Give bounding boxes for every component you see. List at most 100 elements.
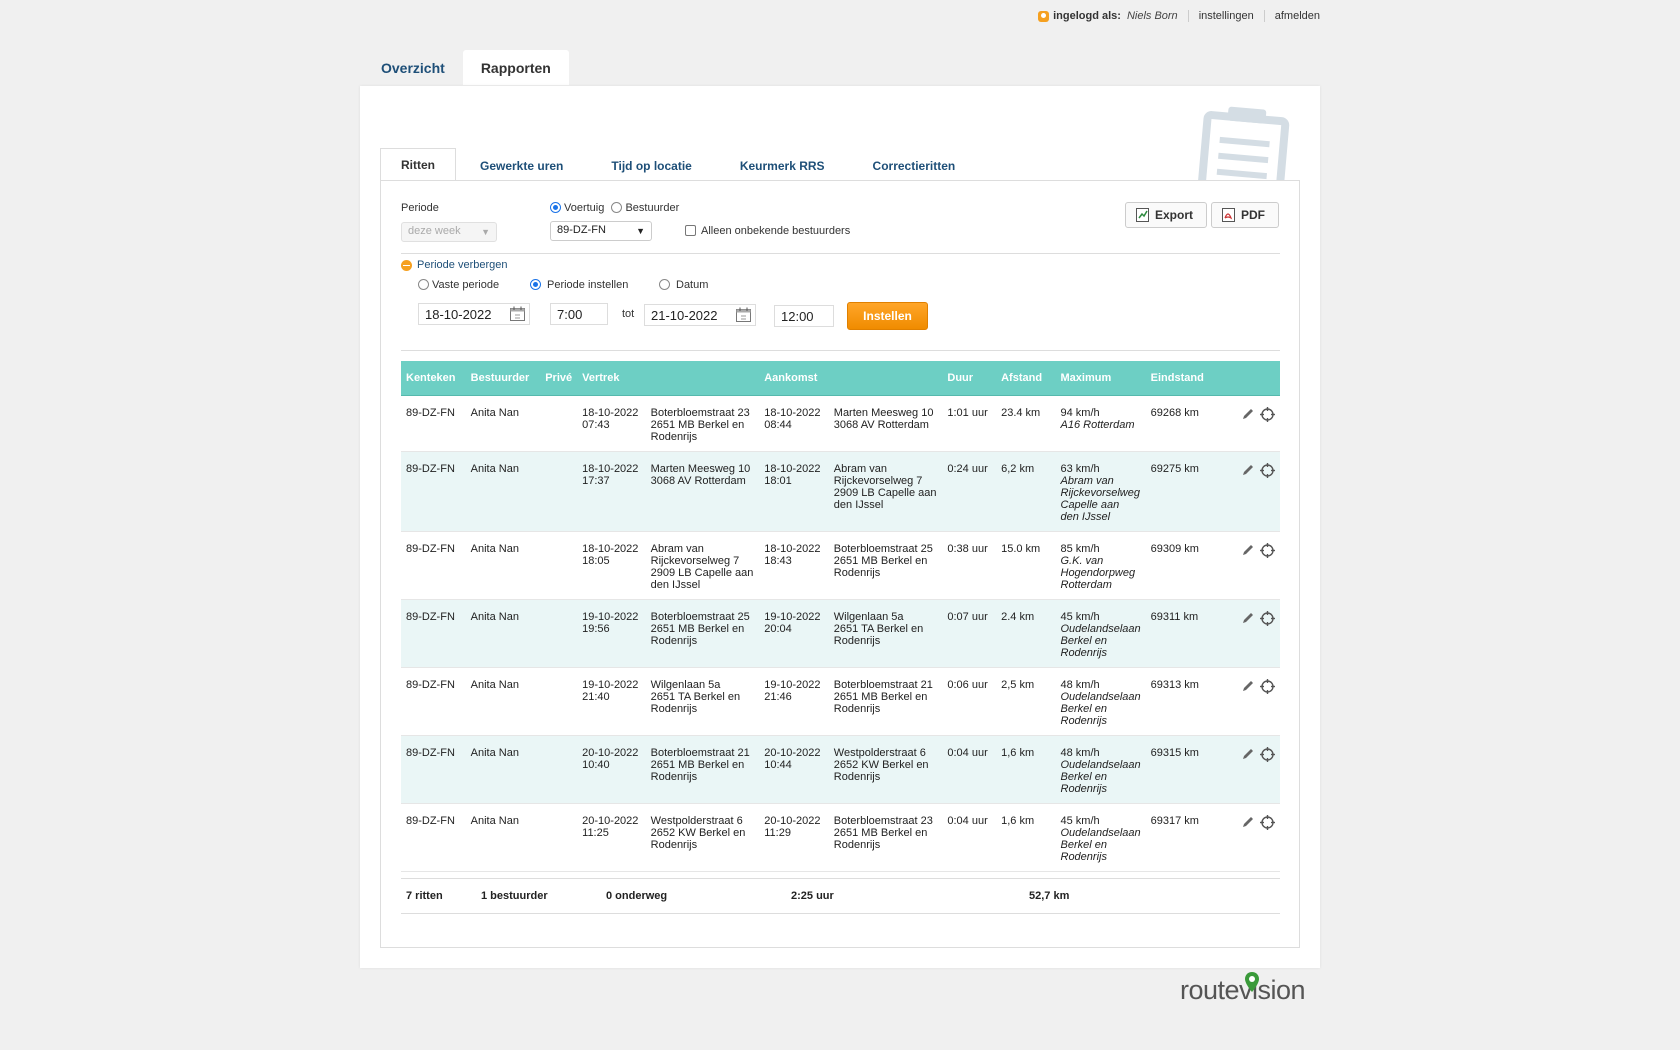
summary-trips: 7 ritten bbox=[406, 890, 443, 902]
crosshair-icon[interactable] bbox=[1260, 463, 1275, 481]
col-afstand[interactable]: Afstand bbox=[996, 361, 1056, 396]
edit-pencil-icon[interactable] bbox=[1241, 747, 1255, 764]
driver-cell: Anita Nan bbox=[465, 451, 541, 532]
col-prive[interactable]: Privé bbox=[540, 361, 578, 396]
max-speed-cell: 94 km/h A16 Rotterdam bbox=[1055, 395, 1146, 452]
col-eindstand[interactable]: Eindstand bbox=[1145, 361, 1234, 396]
calendar-icon[interactable] bbox=[510, 306, 525, 324]
private-cell bbox=[540, 735, 578, 804]
tab-rapporten[interactable]: Rapporten bbox=[462, 50, 569, 85]
arrival-date: 18-10-2022 bbox=[764, 407, 821, 419]
from-date-input[interactable]: 18-10-2022 bbox=[418, 303, 530, 325]
table-row[interactable]: 89-DZ-FN Anita Nan 20-10-2022 11:25 Westp… bbox=[401, 803, 1280, 872]
max-speed: 45 km/h bbox=[1060, 611, 1100, 623]
tab-overzicht[interactable]: Overzicht bbox=[381, 60, 445, 76]
address-line: Boterbloemstraat 25 bbox=[833, 543, 933, 555]
crosshair-icon[interactable] bbox=[1260, 611, 1275, 629]
apply-button[interactable]: Instellen bbox=[847, 302, 928, 330]
col-kenteken[interactable]: Kenteken bbox=[401, 361, 466, 396]
odometer-cell: 69313 km bbox=[1145, 667, 1234, 736]
address-line: 2651 MB Berkel en bbox=[833, 827, 928, 839]
table-row[interactable]: 89-DZ-FN Anita Nan 18-10-2022 07:43 Boter… bbox=[401, 395, 1280, 452]
tab-correctieritten[interactable]: Correctieritten bbox=[872, 159, 956, 173]
max-speed: 63 km/h bbox=[1060, 463, 1100, 475]
max-location: Oudelandselaan bbox=[1060, 623, 1141, 635]
tab-keurmerk-rrs[interactable]: Keurmerk RRS bbox=[739, 159, 825, 173]
crosshair-icon[interactable] bbox=[1260, 747, 1275, 765]
edit-pencil-icon[interactable] bbox=[1241, 679, 1255, 696]
departure-address-cell: Westpolderstraat 6 2652 KW Berkel en Roden… bbox=[645, 803, 760, 872]
date-radio[interactable] bbox=[659, 279, 670, 290]
departure-date: 18-10-2022 bbox=[582, 407, 639, 419]
vehicle-select[interactable]: 89-DZ-FN ▼ bbox=[550, 221, 652, 241]
address-line: 2651 MB Berkel en bbox=[650, 623, 745, 635]
plate-cell: 89-DZ-FN bbox=[401, 451, 466, 532]
duration-cell: 0:04 uur bbox=[942, 803, 997, 872]
col-duur[interactable]: Duur bbox=[942, 361, 997, 396]
table-row[interactable]: 89-DZ-FN Anita Nan 19-10-2022 21:40 Wilge… bbox=[401, 667, 1280, 736]
pdf-button[interactable]: PDF bbox=[1211, 202, 1279, 228]
table-row[interactable]: 89-DZ-FN Anita Nan 20-10-2022 10:40 Boter… bbox=[401, 735, 1280, 804]
driver-radio[interactable] bbox=[611, 202, 623, 213]
distance-cell: 2,5 km bbox=[996, 667, 1056, 736]
max-location: G.K. van bbox=[1060, 555, 1104, 567]
address-line: 2651 MB Berkel en bbox=[650, 759, 745, 771]
max-location: Berkel en bbox=[1060, 703, 1107, 715]
address-line: Westpolderstraat 6 bbox=[833, 747, 926, 759]
crosshair-icon[interactable] bbox=[1260, 679, 1275, 697]
address-line: 2909 LB Capelle aan bbox=[833, 487, 937, 499]
max-location: Oudelandselaan bbox=[1060, 759, 1141, 771]
crosshair-icon[interactable] bbox=[1260, 407, 1275, 425]
departure-address-cell: Boterbloemstraat 21 2651 MB Berkel en Rode… bbox=[645, 735, 760, 804]
settings-link[interactable]: instellingen bbox=[1198, 10, 1254, 22]
crosshair-icon[interactable] bbox=[1260, 815, 1275, 833]
distance-cell: 23.4 km bbox=[996, 395, 1056, 452]
driver-cell: Anita Nan bbox=[465, 599, 541, 668]
calendar-icon[interactable] bbox=[736, 307, 751, 325]
col-aankomst[interactable]: Aankomst bbox=[759, 361, 829, 396]
private-cell bbox=[540, 451, 578, 532]
table-row[interactable]: 89-DZ-FN Anita Nan 18-10-2022 18:05 Abram… bbox=[401, 531, 1280, 600]
departure-time-cell: 18-10-2022 17:37 bbox=[577, 451, 646, 532]
address-line: Wilgenlaan 5a bbox=[833, 611, 904, 623]
tab-tijd-op-locatie[interactable]: Tijd op locatie bbox=[611, 159, 692, 173]
unknown-drivers-checkbox[interactable] bbox=[685, 225, 696, 236]
max-speed: 85 km/h bbox=[1060, 543, 1100, 555]
col-vertrek[interactable]: Vertrek bbox=[577, 361, 646, 396]
edit-pencil-icon[interactable] bbox=[1241, 611, 1255, 628]
set-period-radio[interactable] bbox=[530, 279, 541, 290]
fixed-period-radio[interactable] bbox=[418, 279, 429, 290]
edit-pencil-icon[interactable] bbox=[1241, 815, 1255, 832]
trips-summary: 7 ritten 1 bestuurder 0 onderweg 2:25 uu… bbox=[401, 878, 1280, 914]
excel-icon bbox=[1136, 208, 1149, 222]
export-button[interactable]: Export bbox=[1125, 202, 1207, 228]
address-line: 2651 MB Berkel en bbox=[650, 419, 745, 431]
to-date-input[interactable]: 21-10-2022 bbox=[644, 304, 756, 326]
vehicle-radio[interactable] bbox=[550, 202, 561, 213]
crosshair-icon[interactable] bbox=[1260, 543, 1275, 561]
edit-pencil-icon[interactable] bbox=[1241, 407, 1255, 424]
distance-cell: 6,2 km bbox=[996, 451, 1056, 532]
period-select[interactable]: deze week ▼ bbox=[401, 222, 497, 242]
edit-pencil-icon[interactable] bbox=[1241, 463, 1255, 480]
tab-ritten[interactable]: Ritten bbox=[380, 148, 456, 181]
edit-pencil-icon[interactable] bbox=[1241, 543, 1255, 560]
map-pin-icon bbox=[1245, 968, 1259, 999]
table-row[interactable]: 89-DZ-FN Anita Nan 19-10-2022 19:56 Boter… bbox=[401, 599, 1280, 668]
user-name: Niels Born bbox=[1126, 10, 1178, 22]
period-toggle-link[interactable]: Periode verbergen bbox=[401, 259, 508, 271]
max-location: Rodenrijs bbox=[1060, 647, 1107, 659]
address-line: Boterbloemstraat 23 bbox=[833, 815, 933, 827]
address-line: Marten Meesweg 10 bbox=[833, 407, 934, 419]
col-aankomst-address bbox=[828, 361, 943, 396]
table-row[interactable]: 89-DZ-FN Anita Nan 18-10-2022 17:37 Marte… bbox=[401, 451, 1280, 532]
from-time-input[interactable]: 7:00 bbox=[550, 303, 608, 325]
col-bestuurder[interactable]: Bestuurder bbox=[465, 361, 541, 396]
tab-gewerkte-uren[interactable]: Gewerkte uren bbox=[480, 159, 564, 173]
max-location: Oudelandselaan bbox=[1060, 691, 1141, 703]
max-speed: 45 km/h bbox=[1060, 815, 1100, 827]
logout-link[interactable]: afmelden bbox=[1274, 10, 1320, 22]
private-cell bbox=[540, 599, 578, 668]
to-time-input[interactable]: 12:00 bbox=[774, 305, 834, 327]
col-maximum[interactable]: Maximum bbox=[1055, 361, 1146, 396]
